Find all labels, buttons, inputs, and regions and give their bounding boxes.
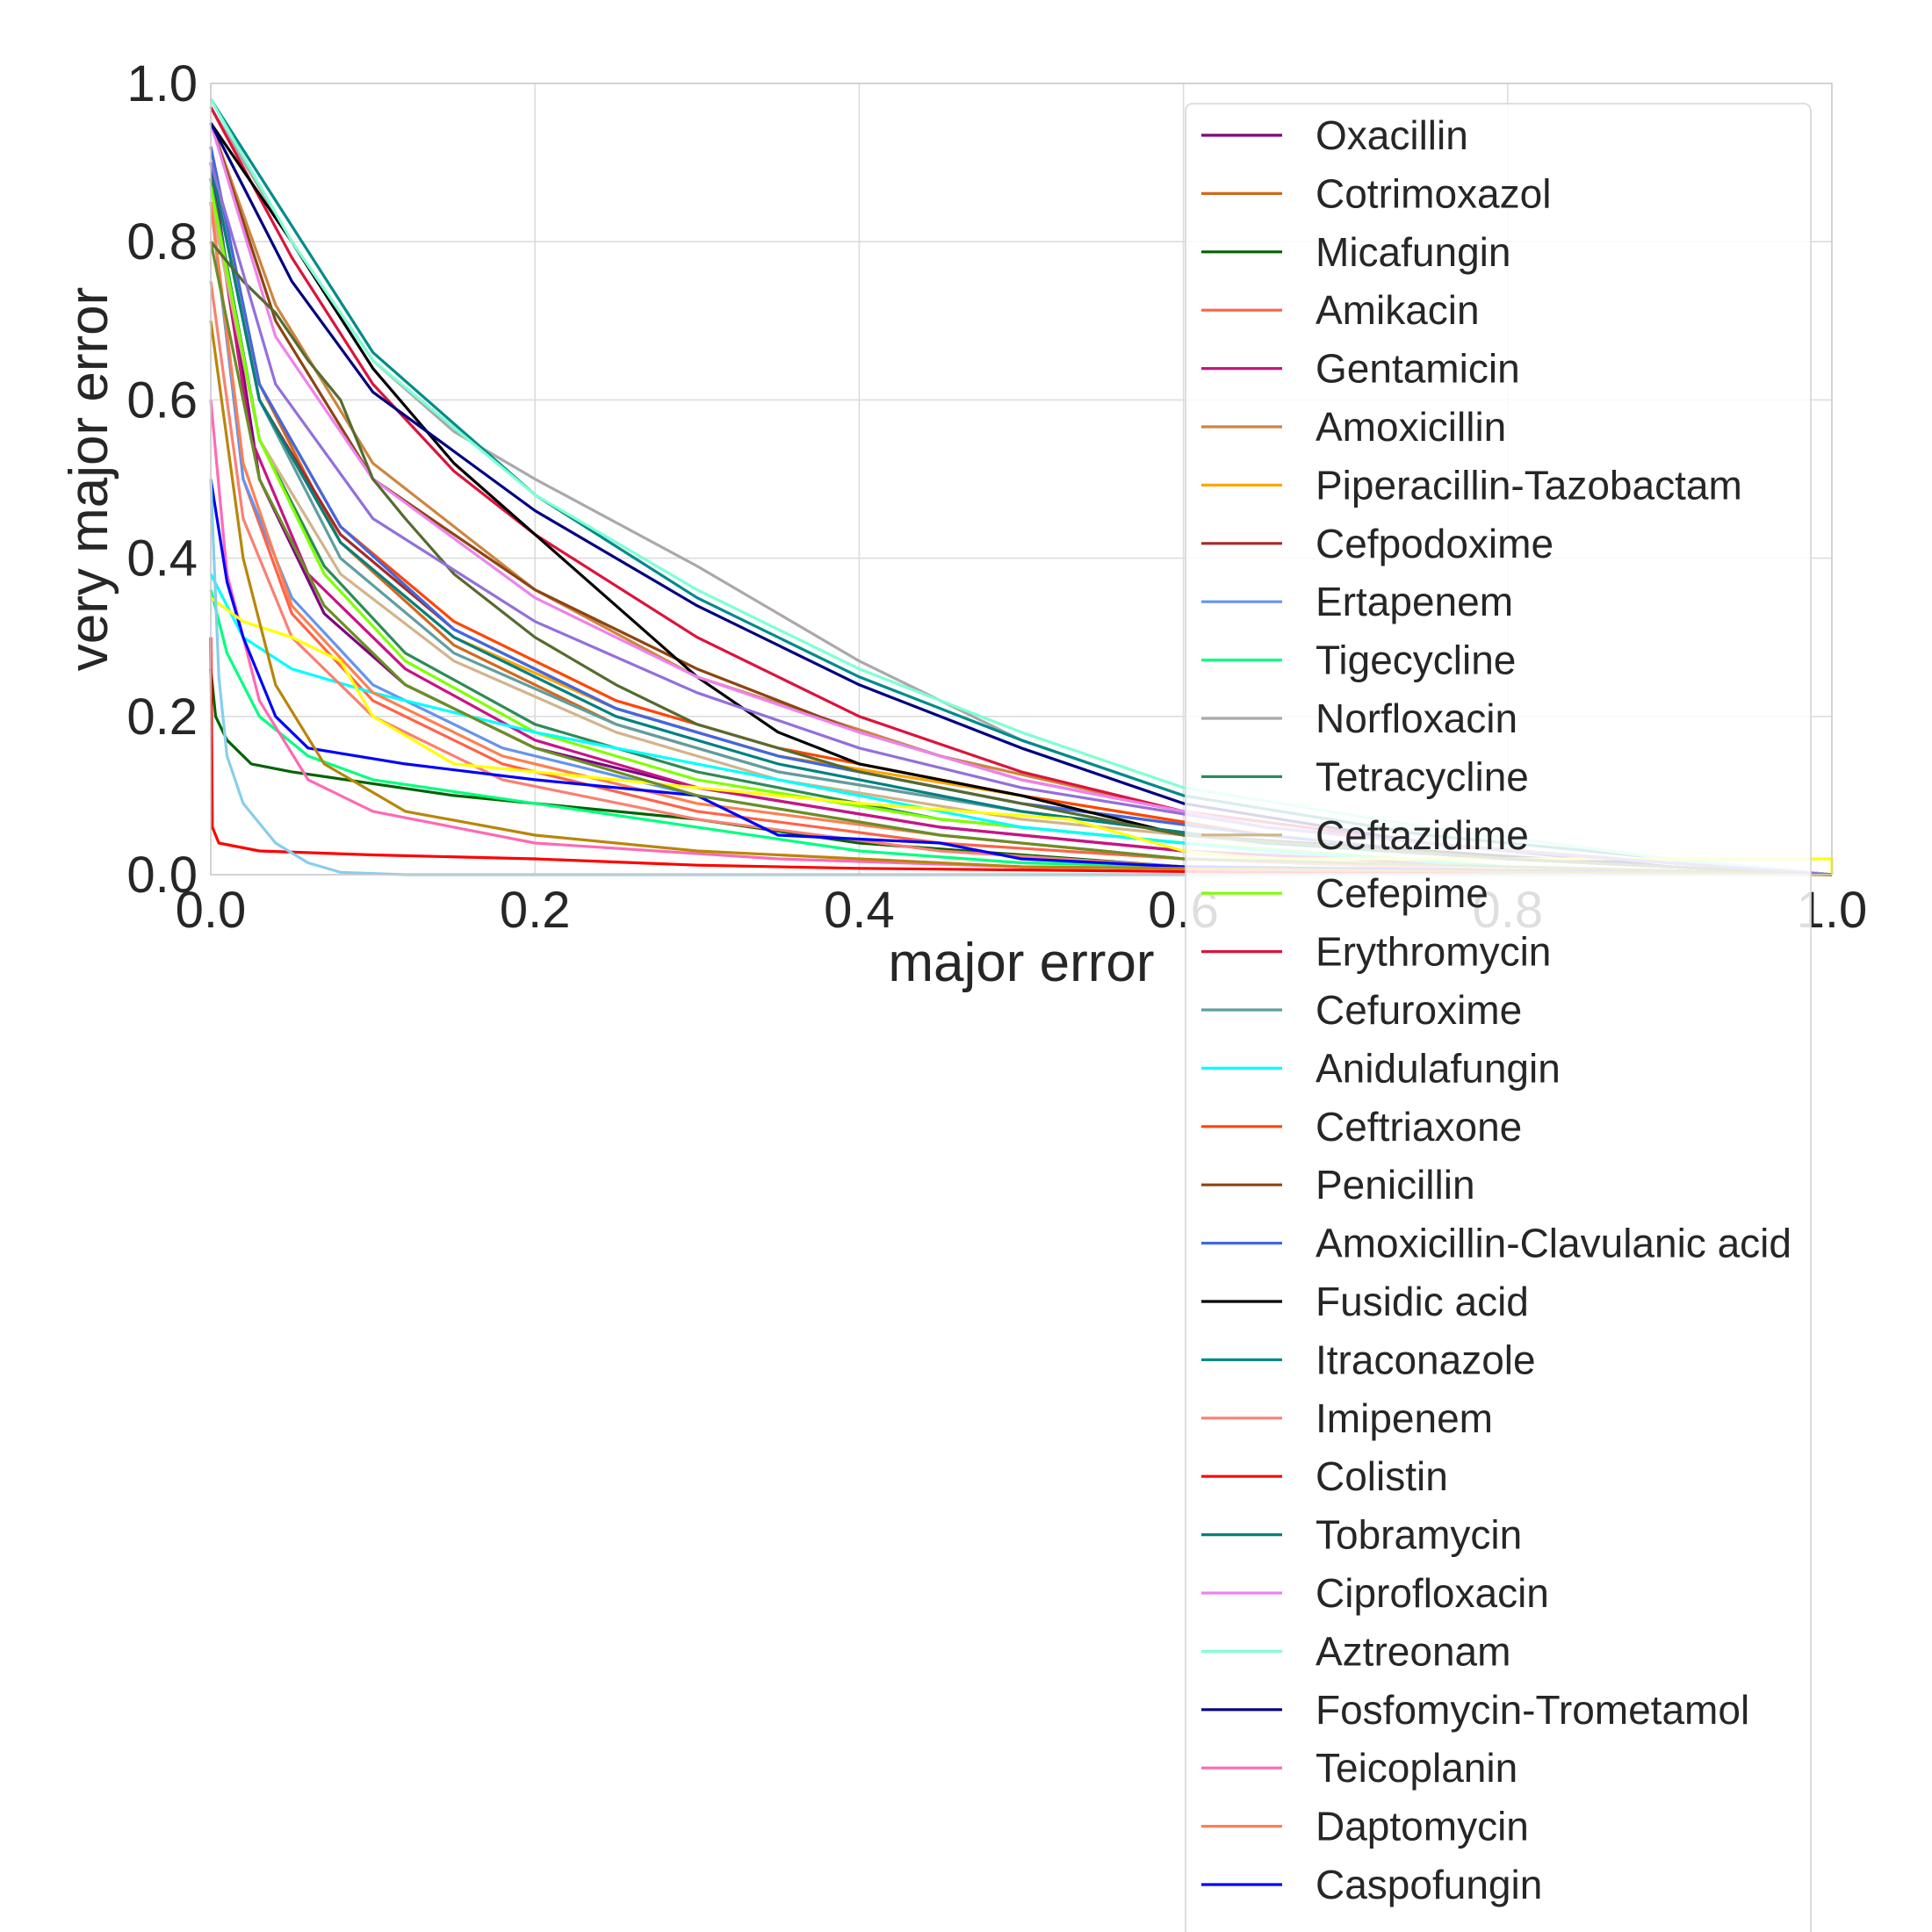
- legend-box: [1185, 103, 1812, 1932]
- y-tick-label: 0.2: [126, 688, 198, 746]
- legend-label-penicillin: Penicillin: [1316, 1162, 1475, 1208]
- legend-label-cotrimoxazol: Cotrimoxazol: [1316, 170, 1551, 216]
- x-tick-label: 0.4: [824, 882, 895, 939]
- x-axis-label: major error: [888, 933, 1154, 993]
- legend-label-erythromycin: Erythromycin: [1316, 929, 1551, 975]
- legend: Oxacillin Cotrimoxazol Micafungin Amikacin G…: [1185, 103, 1812, 1932]
- legend-label-aztreonam: Aztreonam: [1316, 1628, 1510, 1674]
- legend-label-piperacillin-tazobactam: Piperacillin-Tazobactam: [1316, 462, 1742, 508]
- series-line-meropenem: [209, 241, 1833, 876]
- series-line-colistin: [209, 637, 1833, 876]
- legend-label-cefuroxime: Cefuroxime: [1316, 987, 1522, 1033]
- legend-label-anidulafungin: Anidulafungin: [1316, 1045, 1561, 1091]
- legend-label-amoxicillin-clavulanic-acid: Amoxicillin-Clavulanic acid: [1316, 1221, 1791, 1266]
- legend-label-caspofungin: Caspofungin: [1316, 1862, 1542, 1907]
- legend-label-imipenem: Imipenem: [1316, 1395, 1493, 1441]
- legend-label-ertapenem: Ertapenem: [1316, 579, 1513, 624]
- legend-label-teicoplanin: Teicoplanin: [1316, 1745, 1517, 1791]
- legend-label-tobramycin: Tobramycin: [1316, 1512, 1522, 1558]
- plot-frame: [210, 83, 1833, 876]
- legend-label-cefepime: Cefepime: [1316, 870, 1489, 916]
- legend-label-amikacin: Amikacin: [1316, 287, 1480, 333]
- y-tick-label: 1.0: [126, 55, 198, 112]
- legend-label-gentamicin: Gentamicin: [1316, 346, 1520, 392]
- y-axis-label: very major error: [59, 287, 119, 672]
- legend-label-daptomycin: Daptomycin: [1316, 1804, 1529, 1849]
- legend-label-tetracycline: Tetracycline: [1316, 753, 1529, 799]
- x-tick-label: 0.0: [176, 882, 247, 939]
- legend-label-tigecycline: Tigecycline: [1316, 638, 1516, 683]
- x-tick-label: 0.2: [500, 882, 571, 939]
- series-line-caspofungin: [209, 479, 1833, 876]
- legend-label-amoxicillin: Amoxicillin: [1316, 404, 1506, 450]
- series-line-vancomycin: [209, 321, 1833, 876]
- legend-label-ciprofloxacin: Ciprofloxacin: [1316, 1570, 1549, 1616]
- legend-label-micafungin: Micafungin: [1316, 229, 1510, 275]
- legend-label-ceftriaxone: Ceftriaxone: [1316, 1104, 1522, 1150]
- y-tick-label: 0.0: [126, 847, 198, 904]
- legend-label-fusidic-acid: Fusidic acid: [1316, 1279, 1529, 1324]
- legend-label-ceftazidime: Ceftazidime: [1316, 812, 1529, 858]
- y-tick-label: 0.8: [126, 213, 198, 270]
- y-axis-ticks: 0.0 0.2 0.4 0.6 0.8 1.0: [126, 55, 198, 904]
- legend-label-cefpodoxime: Cefpodoxime: [1316, 521, 1554, 566]
- y-tick-label: 0.4: [126, 530, 198, 588]
- legend-label-fosfomycin-trometamol: Fosfomycin-Trometamol: [1316, 1687, 1749, 1733]
- series-line-levofloxacin: [209, 479, 1832, 876]
- series-line-moxifloxacin: [209, 241, 1833, 876]
- legend-label-norfloxacin: Norfloxacin: [1316, 696, 1517, 741]
- legend-label-itraconazole: Itraconazole: [1316, 1337, 1536, 1382]
- legend-label-oxacillin: Oxacillin: [1316, 112, 1468, 158]
- legend-label-colistin: Colistin: [1316, 1453, 1448, 1499]
- y-tick-label: 0.6: [126, 371, 198, 429]
